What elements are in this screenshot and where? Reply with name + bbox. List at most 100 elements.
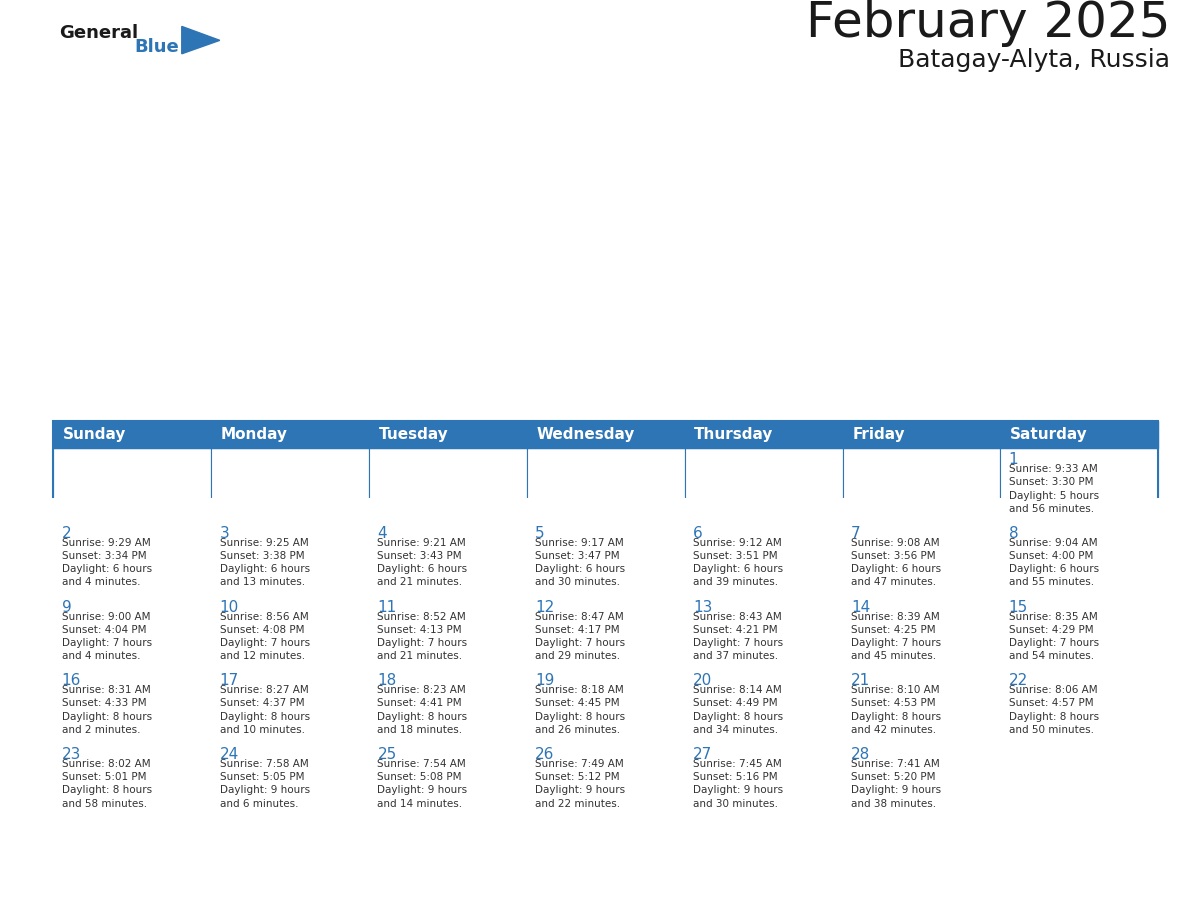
FancyBboxPatch shape xyxy=(53,743,211,817)
Text: Sunrise: 8:52 AM
Sunset: 4:13 PM
Daylight: 7 hours
and 21 minutes.: Sunrise: 8:52 AM Sunset: 4:13 PM Dayligh… xyxy=(378,611,468,661)
FancyBboxPatch shape xyxy=(53,448,211,522)
Text: 22: 22 xyxy=(1009,673,1028,688)
Text: 13: 13 xyxy=(693,599,713,614)
Text: 12: 12 xyxy=(536,599,555,614)
Text: Sunrise: 9:33 AM
Sunset: 3:30 PM
Daylight: 5 hours
and 56 minutes.: Sunrise: 9:33 AM Sunset: 3:30 PM Dayligh… xyxy=(1009,465,1099,514)
Text: 16: 16 xyxy=(62,673,81,688)
FancyBboxPatch shape xyxy=(684,448,842,522)
Text: 10: 10 xyxy=(220,599,239,614)
Text: Saturday: Saturday xyxy=(1010,427,1088,442)
Text: 17: 17 xyxy=(220,673,239,688)
Text: Sunrise: 9:25 AM
Sunset: 3:38 PM
Daylight: 6 hours
and 13 minutes.: Sunrise: 9:25 AM Sunset: 3:38 PM Dayligh… xyxy=(220,538,310,588)
FancyBboxPatch shape xyxy=(211,743,369,817)
FancyBboxPatch shape xyxy=(527,596,684,669)
FancyBboxPatch shape xyxy=(369,743,527,817)
Text: General: General xyxy=(59,25,139,42)
Text: Sunrise: 9:12 AM
Sunset: 3:51 PM
Daylight: 6 hours
and 39 minutes.: Sunrise: 9:12 AM Sunset: 3:51 PM Dayligh… xyxy=(693,538,783,588)
Text: 5: 5 xyxy=(536,526,545,541)
Text: Sunrise: 7:49 AM
Sunset: 5:12 PM
Daylight: 9 hours
and 22 minutes.: Sunrise: 7:49 AM Sunset: 5:12 PM Dayligh… xyxy=(536,759,625,809)
Text: Sunrise: 8:10 AM
Sunset: 4:53 PM
Daylight: 8 hours
and 42 minutes.: Sunrise: 8:10 AM Sunset: 4:53 PM Dayligh… xyxy=(851,685,941,734)
Text: Batagay-Alyta, Russia: Batagay-Alyta, Russia xyxy=(898,49,1170,73)
Text: 27: 27 xyxy=(693,747,713,762)
Text: Sunrise: 7:45 AM
Sunset: 5:16 PM
Daylight: 9 hours
and 30 minutes.: Sunrise: 7:45 AM Sunset: 5:16 PM Dayligh… xyxy=(693,759,783,809)
Text: 21: 21 xyxy=(851,673,870,688)
FancyBboxPatch shape xyxy=(369,522,527,596)
Text: 20: 20 xyxy=(693,673,713,688)
Text: 18: 18 xyxy=(378,673,397,688)
FancyBboxPatch shape xyxy=(1000,669,1158,743)
FancyBboxPatch shape xyxy=(211,596,369,669)
Text: Sunrise: 8:23 AM
Sunset: 4:41 PM
Daylight: 8 hours
and 18 minutes.: Sunrise: 8:23 AM Sunset: 4:41 PM Dayligh… xyxy=(378,685,468,734)
Text: 1: 1 xyxy=(1009,453,1018,467)
Text: Sunrise: 8:18 AM
Sunset: 4:45 PM
Daylight: 8 hours
and 26 minutes.: Sunrise: 8:18 AM Sunset: 4:45 PM Dayligh… xyxy=(536,685,625,734)
Polygon shape xyxy=(182,27,220,54)
Text: Wednesday: Wednesday xyxy=(537,427,634,442)
Text: Monday: Monday xyxy=(221,427,287,442)
FancyBboxPatch shape xyxy=(369,596,527,669)
FancyBboxPatch shape xyxy=(211,669,369,743)
Text: 15: 15 xyxy=(1009,599,1028,614)
FancyBboxPatch shape xyxy=(842,448,1000,522)
FancyBboxPatch shape xyxy=(53,522,211,596)
FancyBboxPatch shape xyxy=(527,448,684,522)
FancyBboxPatch shape xyxy=(53,669,211,743)
Text: Sunrise: 8:14 AM
Sunset: 4:49 PM
Daylight: 8 hours
and 34 minutes.: Sunrise: 8:14 AM Sunset: 4:49 PM Dayligh… xyxy=(693,685,783,734)
FancyBboxPatch shape xyxy=(842,743,1000,817)
Text: Sunrise: 8:56 AM
Sunset: 4:08 PM
Daylight: 7 hours
and 12 minutes.: Sunrise: 8:56 AM Sunset: 4:08 PM Dayligh… xyxy=(220,611,310,661)
Text: 9: 9 xyxy=(62,599,71,614)
FancyBboxPatch shape xyxy=(369,669,527,743)
Text: February 2025: February 2025 xyxy=(805,0,1170,48)
FancyBboxPatch shape xyxy=(842,669,1000,743)
FancyBboxPatch shape xyxy=(684,522,842,596)
Text: 2: 2 xyxy=(62,526,71,541)
FancyBboxPatch shape xyxy=(53,420,1158,448)
FancyBboxPatch shape xyxy=(684,596,842,669)
FancyBboxPatch shape xyxy=(842,596,1000,669)
Text: Sunrise: 8:31 AM
Sunset: 4:33 PM
Daylight: 8 hours
and 2 minutes.: Sunrise: 8:31 AM Sunset: 4:33 PM Dayligh… xyxy=(62,685,152,734)
Text: Sunrise: 7:41 AM
Sunset: 5:20 PM
Daylight: 9 hours
and 38 minutes.: Sunrise: 7:41 AM Sunset: 5:20 PM Dayligh… xyxy=(851,759,941,809)
Text: Sunrise: 7:58 AM
Sunset: 5:05 PM
Daylight: 9 hours
and 6 minutes.: Sunrise: 7:58 AM Sunset: 5:05 PM Dayligh… xyxy=(220,759,310,809)
FancyBboxPatch shape xyxy=(53,596,211,669)
Text: Sunrise: 8:27 AM
Sunset: 4:37 PM
Daylight: 8 hours
and 10 minutes.: Sunrise: 8:27 AM Sunset: 4:37 PM Dayligh… xyxy=(220,685,310,734)
FancyBboxPatch shape xyxy=(369,448,527,522)
Text: Sunrise: 8:47 AM
Sunset: 4:17 PM
Daylight: 7 hours
and 29 minutes.: Sunrise: 8:47 AM Sunset: 4:17 PM Dayligh… xyxy=(536,611,625,661)
Text: Sunrise: 9:29 AM
Sunset: 3:34 PM
Daylight: 6 hours
and 4 minutes.: Sunrise: 9:29 AM Sunset: 3:34 PM Dayligh… xyxy=(62,538,152,588)
FancyBboxPatch shape xyxy=(1000,522,1158,596)
Text: Sunrise: 7:54 AM
Sunset: 5:08 PM
Daylight: 9 hours
and 14 minutes.: Sunrise: 7:54 AM Sunset: 5:08 PM Dayligh… xyxy=(378,759,468,809)
Text: Sunrise: 8:02 AM
Sunset: 5:01 PM
Daylight: 8 hours
and 58 minutes.: Sunrise: 8:02 AM Sunset: 5:01 PM Dayligh… xyxy=(62,759,152,809)
FancyBboxPatch shape xyxy=(1000,743,1158,817)
Text: Blue: Blue xyxy=(134,38,179,56)
Text: Sunrise: 9:17 AM
Sunset: 3:47 PM
Daylight: 6 hours
and 30 minutes.: Sunrise: 9:17 AM Sunset: 3:47 PM Dayligh… xyxy=(536,538,625,588)
Text: 8: 8 xyxy=(1009,526,1018,541)
Text: 28: 28 xyxy=(851,747,870,762)
Text: Friday: Friday xyxy=(852,427,905,442)
Text: 25: 25 xyxy=(378,747,397,762)
Text: 24: 24 xyxy=(220,747,239,762)
Text: Sunrise: 9:21 AM
Sunset: 3:43 PM
Daylight: 6 hours
and 21 minutes.: Sunrise: 9:21 AM Sunset: 3:43 PM Dayligh… xyxy=(378,538,468,588)
Text: 19: 19 xyxy=(536,673,555,688)
FancyBboxPatch shape xyxy=(684,669,842,743)
Text: Thursday: Thursday xyxy=(694,427,773,442)
Text: 23: 23 xyxy=(62,747,81,762)
Text: 14: 14 xyxy=(851,599,870,614)
Text: Sunrise: 9:04 AM
Sunset: 4:00 PM
Daylight: 6 hours
and 55 minutes.: Sunrise: 9:04 AM Sunset: 4:00 PM Dayligh… xyxy=(1009,538,1099,588)
Text: Sunrise: 8:06 AM
Sunset: 4:57 PM
Daylight: 8 hours
and 50 minutes.: Sunrise: 8:06 AM Sunset: 4:57 PM Dayligh… xyxy=(1009,685,1099,734)
Text: 6: 6 xyxy=(693,526,703,541)
Text: Sunrise: 8:35 AM
Sunset: 4:29 PM
Daylight: 7 hours
and 54 minutes.: Sunrise: 8:35 AM Sunset: 4:29 PM Dayligh… xyxy=(1009,611,1099,661)
FancyBboxPatch shape xyxy=(527,669,684,743)
Text: Sunrise: 9:00 AM
Sunset: 4:04 PM
Daylight: 7 hours
and 4 minutes.: Sunrise: 9:00 AM Sunset: 4:04 PM Dayligh… xyxy=(62,611,152,661)
Text: Sunrise: 8:39 AM
Sunset: 4:25 PM
Daylight: 7 hours
and 45 minutes.: Sunrise: 8:39 AM Sunset: 4:25 PM Dayligh… xyxy=(851,611,941,661)
Text: 4: 4 xyxy=(378,526,387,541)
Text: Tuesday: Tuesday xyxy=(379,427,448,442)
FancyBboxPatch shape xyxy=(211,448,369,522)
Text: 3: 3 xyxy=(220,526,229,541)
Text: 11: 11 xyxy=(378,599,397,614)
Text: 7: 7 xyxy=(851,526,860,541)
FancyBboxPatch shape xyxy=(527,522,684,596)
FancyBboxPatch shape xyxy=(1000,596,1158,669)
FancyBboxPatch shape xyxy=(1000,448,1158,522)
Text: Sunrise: 9:08 AM
Sunset: 3:56 PM
Daylight: 6 hours
and 47 minutes.: Sunrise: 9:08 AM Sunset: 3:56 PM Dayligh… xyxy=(851,538,941,588)
Text: Sunrise: 8:43 AM
Sunset: 4:21 PM
Daylight: 7 hours
and 37 minutes.: Sunrise: 8:43 AM Sunset: 4:21 PM Dayligh… xyxy=(693,611,783,661)
Text: 26: 26 xyxy=(536,747,555,762)
FancyBboxPatch shape xyxy=(842,522,1000,596)
